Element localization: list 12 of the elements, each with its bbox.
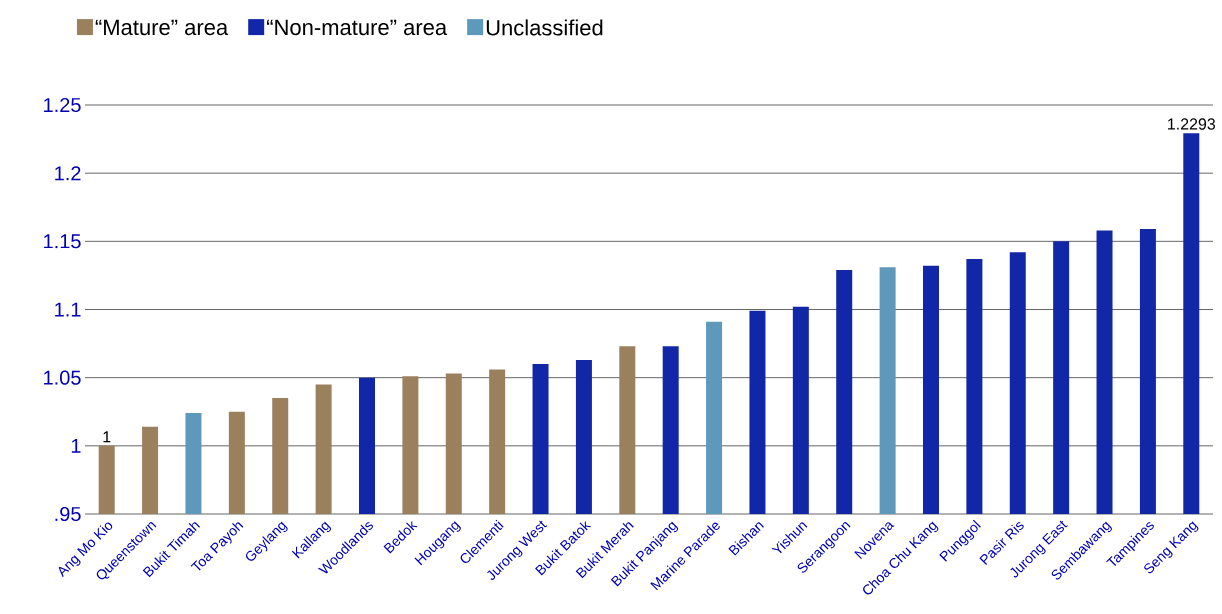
y-tick-label: .95 [55, 506, 81, 522]
legend-label: “Mature” area [95, 19, 229, 36]
y-tick-label: 1.2 [55, 166, 81, 181]
legend-label: “Non-mature” area [267, 19, 448, 36]
data-label: 1.2293 [1168, 118, 1216, 130]
data-label: 1 [103, 431, 111, 443]
y-tick-label: 1 [71, 438, 81, 453]
y-tick-label: 1.1 [55, 302, 81, 317]
y-tick-label: 1.25 [44, 97, 81, 113]
y-tick-label: 1.15 [44, 234, 81, 249]
legend-label: Unclassified [486, 19, 603, 36]
y-tick-label: 1.05 [44, 370, 81, 385]
